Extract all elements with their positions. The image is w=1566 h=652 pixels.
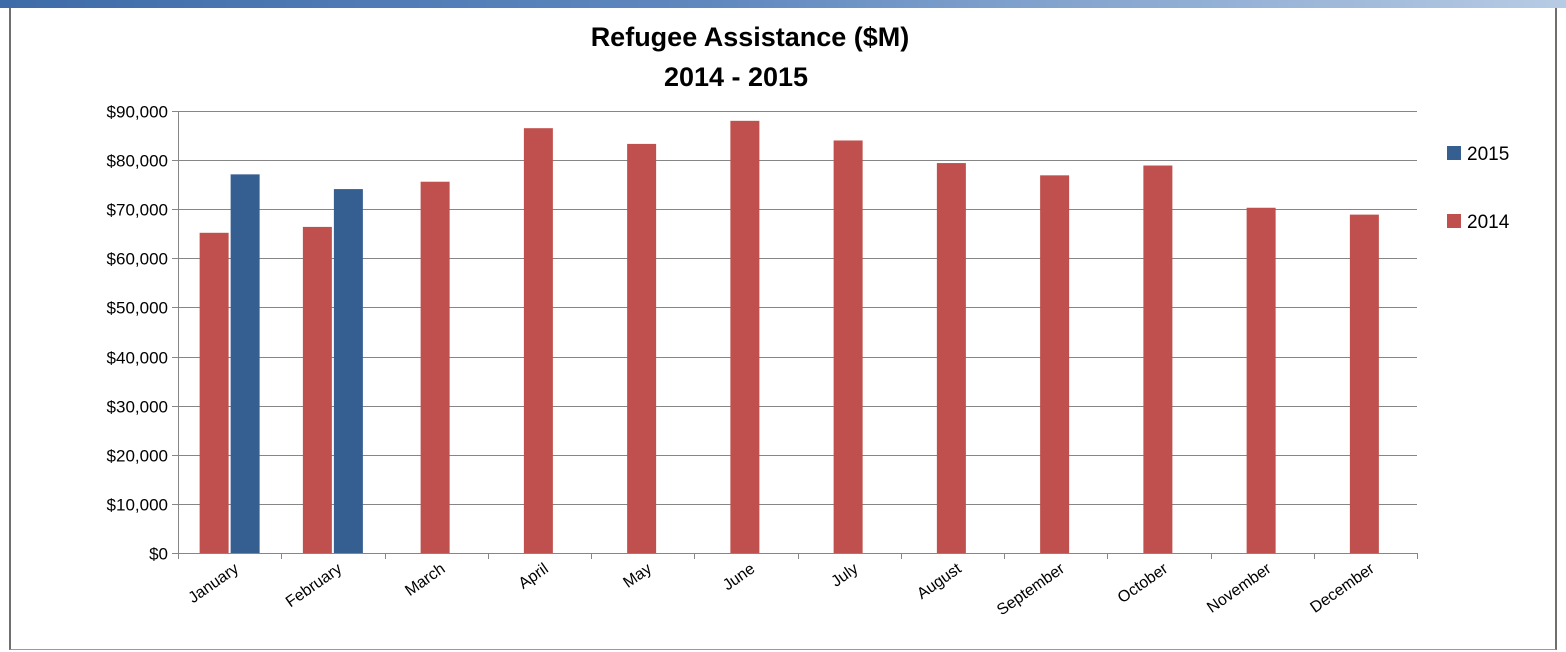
x-tick-label: September (994, 560, 1068, 619)
legend-swatch-2014 (1447, 214, 1461, 228)
x-axis-ticks: January February March April May June July Augu… (186, 560, 1379, 619)
y-tick-label: $90,000 (107, 103, 168, 122)
x-tick-label: May (620, 560, 655, 591)
bar-2014-may (627, 143, 657, 553)
bar-2014-february (302, 226, 332, 553)
x-tick-label: August (914, 560, 965, 603)
bar-2014-december (1349, 214, 1379, 553)
x-tick-label: October (1115, 560, 1172, 607)
legend: 2015 2014 (1447, 144, 1510, 233)
bar-2014-march (420, 181, 450, 553)
bar-2014-november (1246, 207, 1276, 553)
axes (172, 111, 1418, 559)
bar-2014-october (1143, 165, 1173, 553)
y-tick-label: $70,000 (107, 201, 168, 220)
bar-2015-february (333, 189, 363, 553)
legend-swatch-2015 (1447, 146, 1461, 160)
y-tick-label: $60,000 (107, 250, 168, 269)
window-top-bar (0, 0, 1566, 8)
bar-2014-april (523, 128, 553, 553)
y-tick-label: $30,000 (107, 398, 168, 417)
y-axis-ticks: $0 $10,000 $20,000 $30,000 $40,000 $50,000 $60… (107, 103, 168, 564)
bar-2014-july (833, 140, 863, 553)
y-tick-label: $0 (149, 545, 168, 564)
y-tick-label: $80,000 (107, 152, 168, 171)
x-tick-label: April (516, 560, 552, 592)
y-tick-label: $20,000 (107, 447, 168, 466)
chart-border (9, 8, 1557, 650)
chart-title: Refugee Assistance ($M) (591, 22, 910, 52)
y-tick-label: $40,000 (107, 349, 168, 368)
bar-2014-june (730, 120, 760, 554)
bar-2014-september (1040, 175, 1070, 553)
x-tick-label: December (1307, 560, 1378, 617)
x-tick-label: July (828, 560, 861, 590)
legend-label-2014: 2014 (1467, 212, 1510, 233)
bars (199, 120, 1379, 554)
bar-2014-january (199, 232, 229, 553)
x-tick-label: February (283, 560, 345, 611)
legend-label-2015: 2015 (1467, 144, 1509, 165)
x-tick-label: November (1204, 560, 1275, 617)
y-tick-label: $10,000 (107, 496, 168, 515)
chart-subtitle: 2014 - 2015 (664, 62, 808, 92)
x-tick-label: January (186, 560, 242, 607)
bar-2014-august (936, 163, 966, 553)
x-tick-label: June (720, 560, 758, 594)
y-tick-label: $50,000 (107, 299, 168, 318)
x-tick-label: March (402, 560, 448, 599)
gridlines (178, 111, 1417, 554)
bar-2015-january (230, 174, 260, 553)
